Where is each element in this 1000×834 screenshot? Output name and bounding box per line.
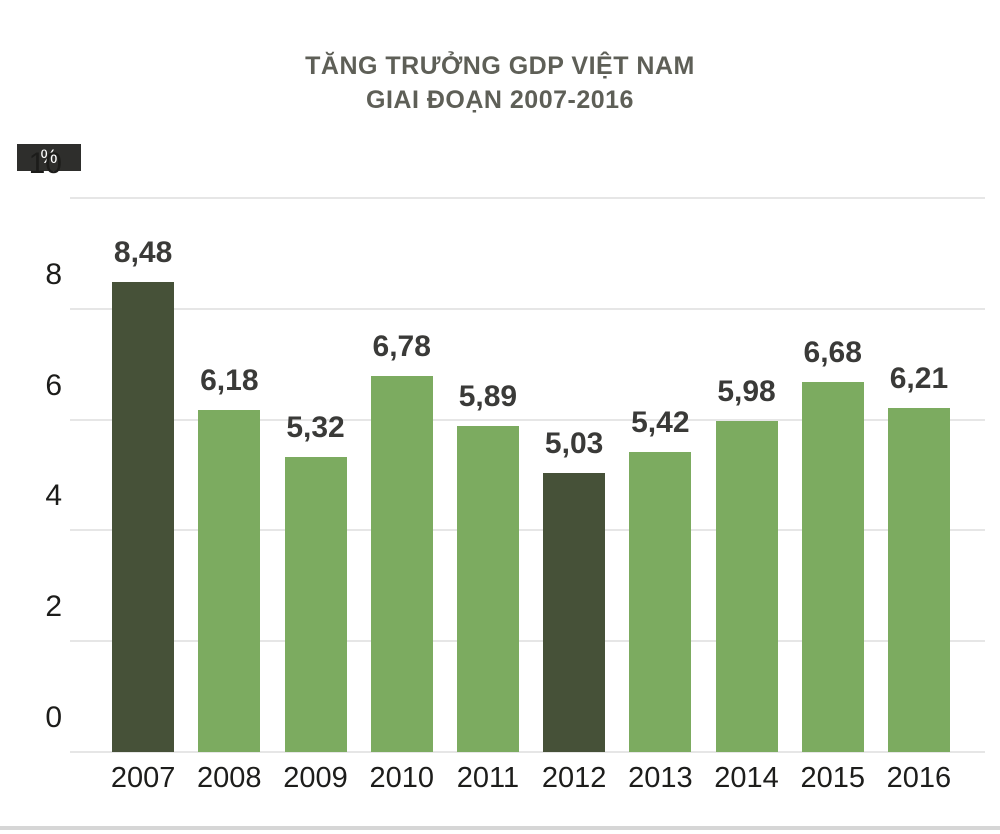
gridline: [70, 197, 985, 199]
y-tick-label: 6: [45, 368, 62, 402]
y-axis-unit-badge: %: [17, 144, 81, 171]
x-tick-label: 2008: [197, 762, 262, 794]
bar-value-label: 5,32: [286, 411, 345, 445]
bar-value-label: 5,89: [458, 379, 518, 413]
y-tick-label: 4: [45, 479, 62, 513]
bar: [543, 473, 606, 752]
bar-group: 5,03: [531, 198, 617, 752]
bar-group: 5,42: [617, 198, 703, 752]
bar: [715, 420, 778, 752]
gridlines: [70, 197, 985, 753]
bar: [370, 376, 433, 752]
bar-series: 8,48 6,18 5,32 6,78 5,89 5,03 5,42 5,98 6,68 6,21: [100, 198, 962, 752]
x-tick-label: 2012: [541, 762, 607, 794]
bar-value-label: 6,21: [889, 361, 949, 395]
bar-value-label: 5,42: [631, 405, 690, 439]
bar-value-label: 8,48: [113, 236, 173, 270]
y-axis-ticks: 0 2 4 6 8 10: [0, 147, 62, 752]
bar-value-label: 6,68: [803, 335, 862, 369]
chart-title: TĂNG TRƯỞNG GDP VIỆT NAM GIAI ĐOẠN 2007-…: [0, 50, 1000, 118]
gridline: [70, 640, 985, 643]
bar-value-label: 5,03: [544, 427, 604, 461]
gridline: [70, 529, 985, 532]
x-tick-label: 2007: [110, 762, 176, 794]
x-tick-label: 2011: [456, 762, 520, 794]
x-tick-label: 2015: [800, 762, 865, 794]
y-tick-label: 0: [45, 701, 62, 734]
y-tick-label: 2: [45, 590, 62, 624]
bar-group: 5,32: [272, 198, 358, 752]
chart-title-line1: TĂNG TRƯỞNG GDP VIỆT NAM: [305, 52, 695, 80]
x-tick-label: 2009: [283, 762, 348, 794]
bottom-divider: [0, 826, 1000, 830]
bar: [456, 425, 519, 752]
bar-value-label: 6,18: [200, 363, 259, 397]
bar: [112, 282, 175, 752]
bar-group: 6,18: [186, 198, 272, 752]
x-tick-label: 2013: [628, 762, 693, 794]
gridline: [70, 418, 985, 421]
bar: [887, 407, 950, 752]
bar-group: 6,78: [359, 198, 445, 752]
bar: [198, 409, 261, 752]
bar-group: 5,98: [703, 198, 789, 752]
gridline: [70, 307, 985, 310]
y-axis-unit-label: %: [40, 146, 58, 168]
bar: [801, 381, 864, 752]
x-tick-label: 2010: [369, 762, 434, 794]
chart-title-line2: GIAI ĐOẠN 2007-2016: [366, 85, 634, 114]
bar: [629, 451, 692, 752]
bar-group: 6,68: [790, 198, 876, 752]
y-tick-label: 10: [28, 147, 62, 180]
x-tick-label: 2016: [886, 762, 952, 794]
bar-group: 6,21: [876, 198, 962, 752]
bar-value-label: 6,78: [372, 330, 431, 364]
bar: [284, 457, 347, 752]
bar-group: 5,89: [445, 198, 531, 752]
y-tick-label: 8: [45, 257, 62, 291]
x-axis-labels: 2007 2008 2009 2010 2011 2012 2013 2014 2015 2016: [100, 762, 962, 795]
x-tick-label: 2014: [714, 762, 779, 794]
bar-group: 8,48: [100, 198, 186, 752]
bar-value-label: 5,98: [717, 374, 776, 408]
gridline: [70, 751, 985, 753]
